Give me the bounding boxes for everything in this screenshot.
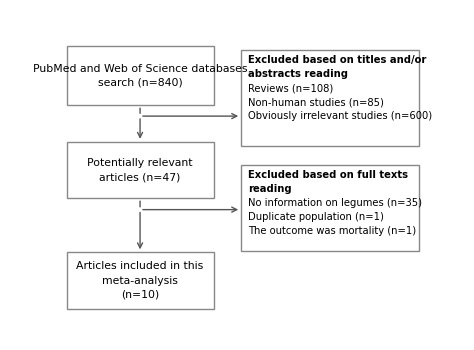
Text: Potentially relevant: Potentially relevant: [87, 158, 193, 168]
Text: search (n=840): search (n=840): [98, 78, 182, 88]
Text: Reviews (n=108): Reviews (n=108): [248, 83, 333, 93]
Text: Duplicate population (n=1): Duplicate population (n=1): [248, 212, 383, 222]
Bar: [241, 50, 419, 146]
Text: meta-analysis: meta-analysis: [102, 275, 178, 286]
Text: Excluded based on full texts: Excluded based on full texts: [248, 170, 408, 180]
Text: Non-human studies (n=85): Non-human studies (n=85): [248, 97, 383, 107]
Text: (n=10): (n=10): [121, 289, 159, 300]
Text: Excluded based on titles and/or: Excluded based on titles and/or: [248, 55, 426, 65]
Text: PubMed and Web of Science databases: PubMed and Web of Science databases: [33, 64, 247, 74]
Text: articles (n=47): articles (n=47): [100, 172, 181, 182]
Text: The outcome was mortality (n=1): The outcome was mortality (n=1): [248, 226, 416, 236]
Bar: [66, 46, 213, 105]
Text: reading: reading: [248, 184, 292, 194]
Bar: [66, 142, 213, 198]
Text: Obviously irrelevant studies (n=600): Obviously irrelevant studies (n=600): [248, 111, 432, 121]
Text: Articles included in this: Articles included in this: [76, 261, 204, 272]
Text: No information on legumes (n=35): No information on legumes (n=35): [248, 198, 422, 208]
Bar: [241, 164, 419, 251]
Bar: [66, 252, 213, 309]
Text: abstracts reading: abstracts reading: [248, 69, 348, 79]
